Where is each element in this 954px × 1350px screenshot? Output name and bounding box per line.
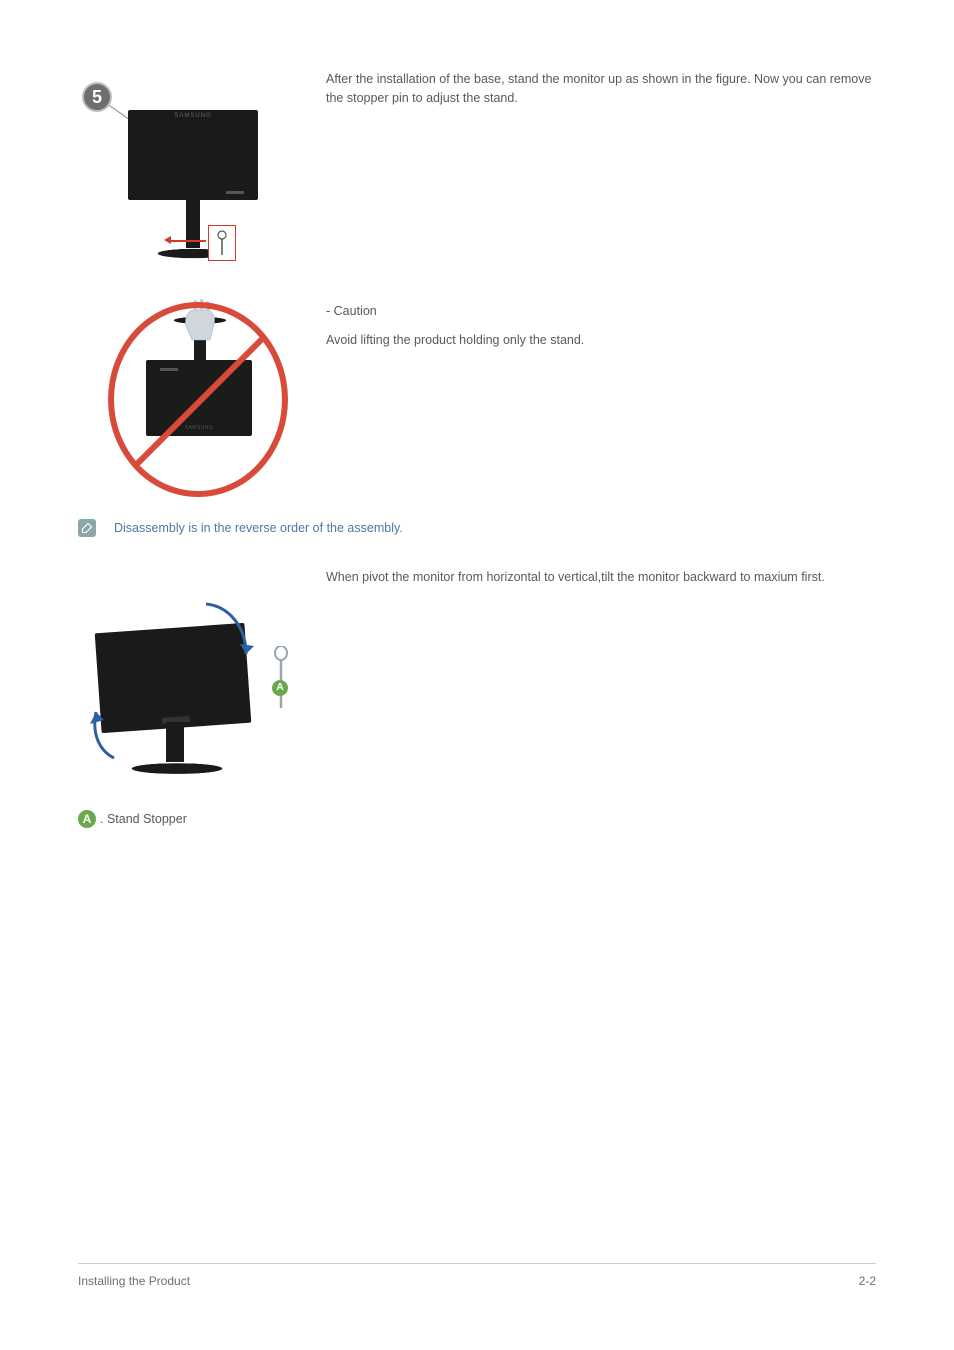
step5-text: After the installation of the base, stan…: [326, 70, 876, 108]
step-number-badge: 5: [82, 82, 112, 112]
footer-left: Installing the Product: [78, 1272, 190, 1290]
monitor-brand-label: SAMSUNG: [128, 110, 258, 121]
pivot-stand-neck: [166, 722, 184, 762]
tilt-arrow-top: [198, 596, 268, 676]
pin-arrow-head: [164, 236, 171, 244]
caution-heading: - Caution: [326, 302, 876, 321]
caution-text: Avoid lifting the product holding only t…: [326, 331, 876, 350]
legend-row: A . Stand Stopper: [78, 810, 876, 829]
caution-figure: SAMSUNG: [78, 302, 308, 497]
legend-badge-a: A: [78, 810, 96, 828]
pin-arrow-line: [168, 240, 206, 242]
tilt-arrow-bottom: [84, 698, 134, 768]
page-footer: Installing the Product 2-2: [78, 1263, 876, 1290]
pivot-stand-base: [127, 763, 228, 774]
pivot-figure: A: [78, 568, 308, 788]
stopper-pin-detail: [208, 225, 236, 261]
note-text: Disassembly is in the reverse order of t…: [114, 519, 403, 538]
monitor-illustration: SAMSUNG: [128, 110, 258, 200]
step5-figure: 5 SAMSUNG: [78, 70, 308, 280]
legend-label: . Stand Stopper: [100, 810, 187, 829]
pivot-badge-a: A: [272, 680, 288, 696]
footer-right: 2-2: [859, 1272, 876, 1290]
pivot-text: When pivot the monitor from horizontal t…: [326, 568, 876, 587]
pivot-stopper-pin: [272, 646, 290, 710]
note-icon: [78, 519, 96, 537]
